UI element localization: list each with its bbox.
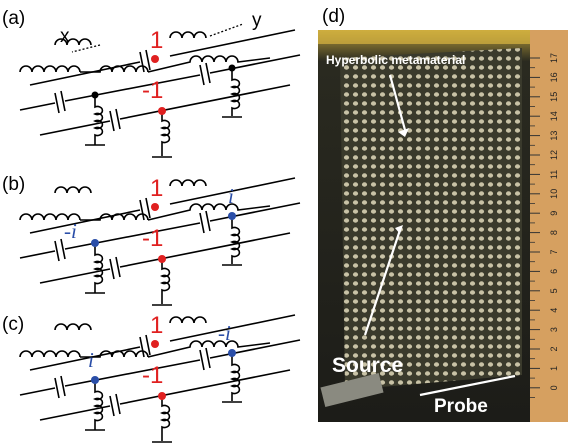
ruler-label: 8	[549, 230, 559, 235]
node-label: -i	[218, 321, 231, 345]
photo: (d) Hyperbolic metamaterial Source Probe	[318, 6, 568, 422]
annotation: Probe	[434, 396, 488, 417]
panel-a: (a) x y 1 -1	[2, 8, 300, 157]
node-label: i	[88, 348, 94, 372]
axis-label: y	[252, 10, 262, 31]
ruler-label: 4	[549, 308, 559, 313]
panel-label: (b)	[2, 174, 25, 195]
ruler-label: 10	[549, 189, 559, 199]
panel-b: (b) 1 -1 -i i	[2, 174, 300, 305]
annotation: Hyperbolic metamaterial	[326, 53, 465, 67]
ruler-label: 7	[549, 249, 559, 254]
panel-label: (c)	[2, 314, 24, 335]
figure: (a) x y 1 -1 (b) 1 -1 -i i (c) 1 -1 i -i…	[0, 0, 573, 443]
ruler-label: 2	[549, 346, 559, 351]
ruler-label: 12	[549, 150, 559, 160]
ruler-label: 6	[549, 269, 559, 274]
panel-label: (d)	[322, 6, 345, 27]
ruler-label: 13	[549, 131, 559, 141]
ruler-label: 3	[549, 327, 559, 332]
node-label: -1	[142, 77, 163, 104]
axis-label: x	[60, 26, 70, 47]
node-label: 1	[150, 27, 163, 54]
ruler-label: 1	[549, 366, 559, 371]
node-label: -1	[142, 362, 163, 389]
ruler-label: 15	[549, 92, 559, 102]
ruler-label: 5	[549, 288, 559, 293]
ruler-label: 0	[549, 385, 559, 390]
node-label: 1	[150, 175, 163, 202]
ruler-label: 16	[549, 72, 559, 82]
ruler-label: 11	[549, 170, 559, 179]
node-label: i	[228, 184, 234, 208]
ruler-label: 14	[549, 111, 559, 121]
panel-c: (c) 1 -1 i -i	[2, 312, 300, 442]
annotation: Source	[332, 354, 403, 377]
ruler-label: 9	[549, 211, 559, 216]
panel-label: (a)	[2, 8, 25, 29]
ruler-label: 17	[549, 53, 559, 63]
node-label: 1	[150, 312, 163, 339]
node-label: -1	[142, 225, 163, 252]
node-label: -i	[64, 219, 77, 243]
